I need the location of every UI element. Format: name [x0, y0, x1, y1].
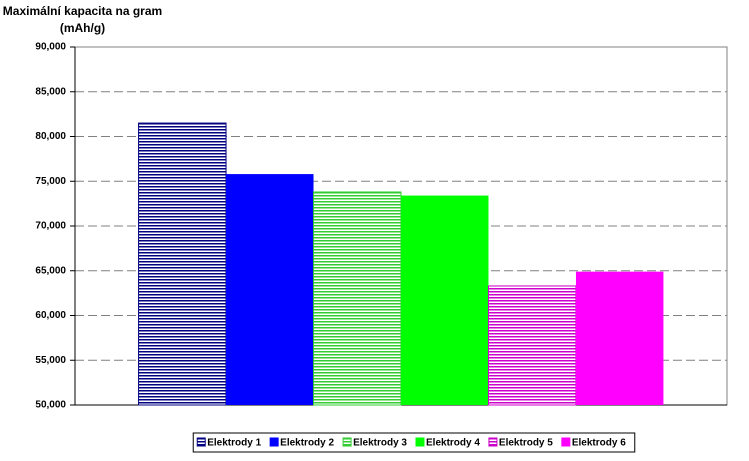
legend-swatch: [196, 437, 206, 447]
legend-label: Elektrody 3: [353, 438, 407, 449]
y-tick-label: 65,000: [35, 265, 66, 276]
legend-box: [192, 432, 636, 453]
legend-swatch: [561, 437, 571, 447]
legend-label: Elektrody 6: [572, 438, 626, 449]
legend-label: Elektrody 1: [207, 438, 261, 449]
bar: [226, 174, 314, 405]
bar: [487, 285, 577, 406]
chart-title: Maximální kapacita na gram (mAh/g): [2, 4, 163, 35]
y-tick-label: 85,000: [35, 86, 66, 97]
y-tick-label: 55,000: [35, 355, 66, 366]
bar: [313, 191, 402, 406]
y-tick-label: 90,000: [35, 42, 66, 53]
legend-swatch: [269, 437, 279, 447]
bar: [401, 195, 489, 405]
legend-label: Elektrody 5: [499, 438, 553, 449]
y-tick-label: 80,000: [35, 131, 66, 142]
y-tick-label: 75,000: [35, 176, 66, 187]
y-tick-label: 60,000: [35, 310, 66, 321]
y-tick-label: 70,000: [35, 221, 66, 232]
legend-swatch: [488, 437, 498, 447]
bar: [575, 271, 664, 405]
legend-swatch: [342, 437, 352, 447]
y-tick-label: 50,000: [35, 400, 66, 411]
legend-label: Elektrody 2: [280, 438, 334, 449]
bar: [138, 122, 227, 406]
legend-label: Elektrody 4: [426, 438, 480, 449]
legend-swatch: [415, 437, 425, 447]
legend: Elektrody 1 Elektrody 2 Elektrody 3 Elektro…: [192, 432, 636, 453]
